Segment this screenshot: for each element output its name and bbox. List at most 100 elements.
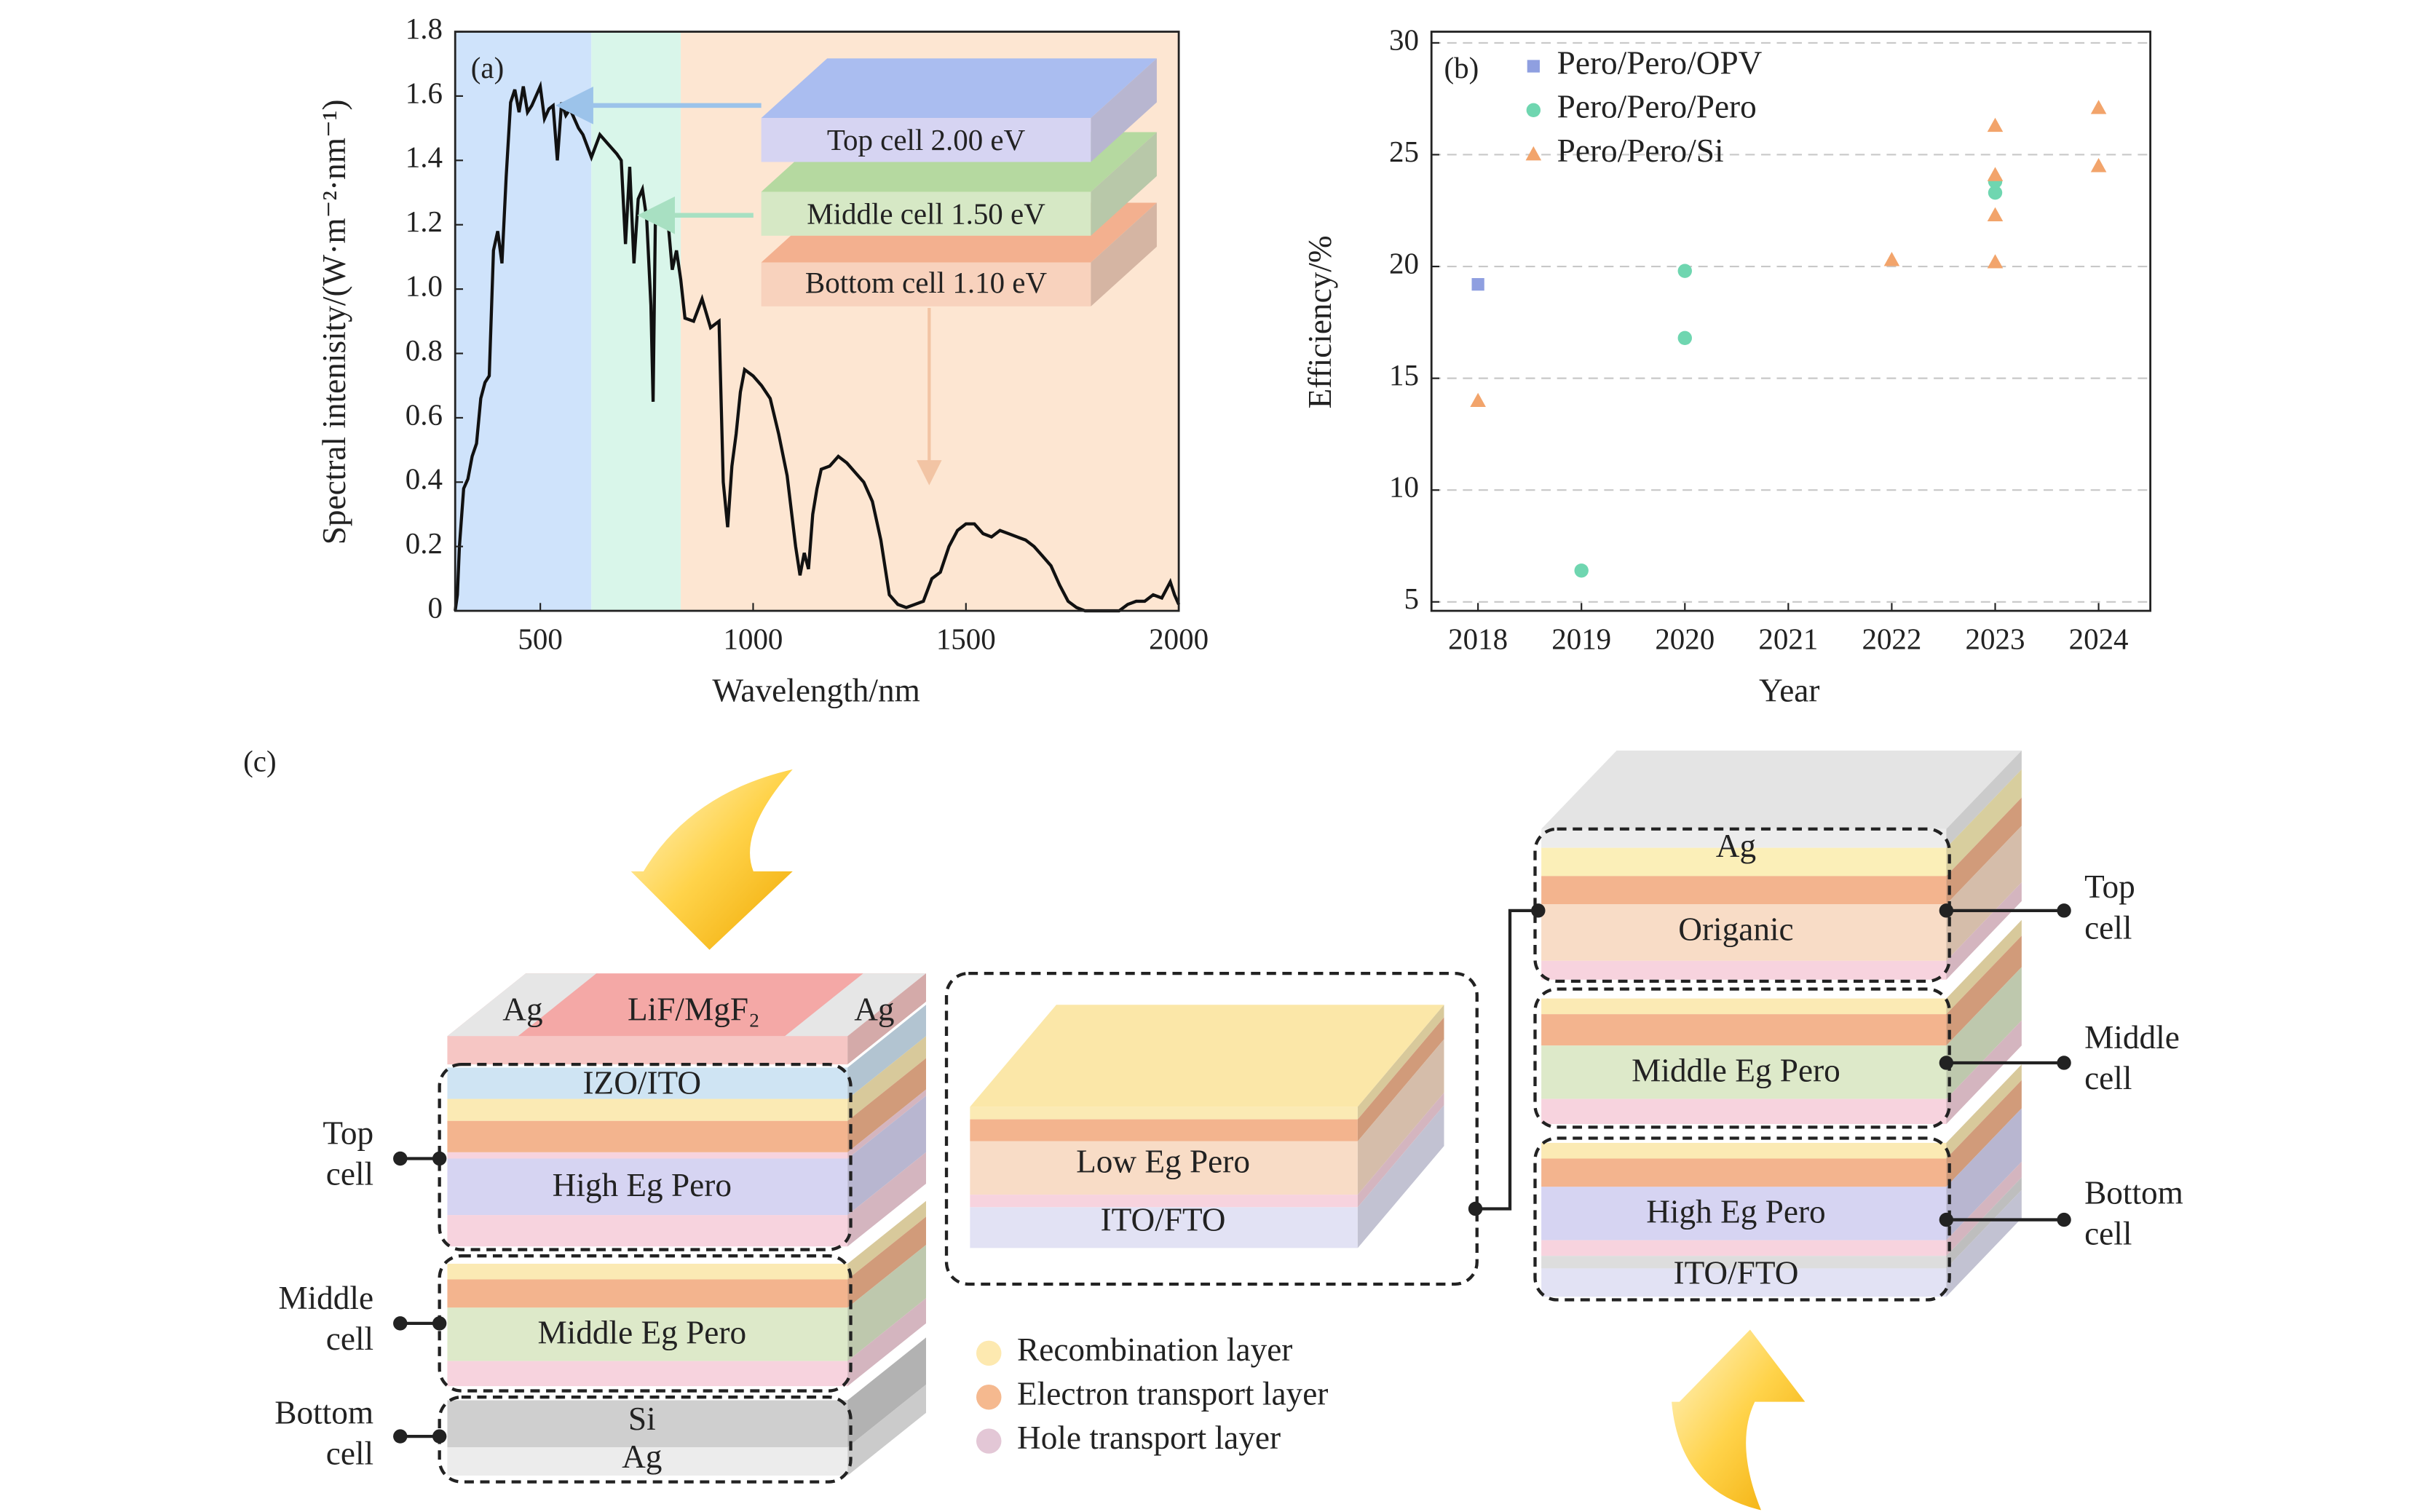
layer-side [847, 1200, 926, 1280]
layer-top [784, 973, 926, 1037]
layer-side [847, 1245, 926, 1361]
layer-side [847, 1089, 926, 1159]
layer [447, 1120, 848, 1152]
y-tick-label: 25 [1389, 135, 1419, 168]
layer [1541, 1268, 1947, 1297]
plot-frame [454, 31, 1180, 612]
diagram-label: Ag [854, 991, 894, 1027]
layer-top [761, 58, 1157, 119]
x-axis-title: Wavelength/nm [712, 673, 920, 709]
layer-side [1357, 1105, 1444, 1248]
diagram-label: IZO/ITO [582, 1065, 701, 1101]
layer-side [847, 1036, 926, 1121]
panel-label: (b) [1444, 51, 1479, 84]
layer-side [1946, 1080, 2022, 1187]
connector-dot [2057, 903, 2071, 918]
diagram-label: Middle [2084, 1019, 2180, 1056]
cell-outline [944, 971, 1479, 1286]
plate-label: Middle cell 1.50 eV [807, 197, 1045, 230]
layer [761, 191, 1091, 236]
connector [1475, 909, 1538, 1211]
diagram-label: cell [326, 1321, 373, 1357]
diagram-label: Middle Eg Pero [537, 1315, 746, 1351]
plate-label: Bottom cell 1.10 eV [805, 266, 1048, 299]
layer [1541, 1240, 1947, 1256]
layer-side [847, 1152, 926, 1247]
layer-side [1946, 919, 2022, 1015]
panel-label: (c) [243, 745, 276, 778]
layer-side [847, 1298, 926, 1387]
legend-label: Pero/Pero/Si [1557, 132, 1724, 169]
diagram-label: Top [2084, 868, 2135, 905]
diagram-label: Low Eg Pero [1076, 1144, 1250, 1180]
layer [447, 1447, 848, 1476]
diagram-label: Ag [622, 1438, 662, 1475]
diagram-label: Si [628, 1401, 656, 1437]
point [1471, 278, 1484, 291]
layer-side [1946, 797, 2022, 905]
legend-label: Pero/Pero/Pero [1557, 89, 1757, 125]
diagram-label: Bottom [274, 1394, 373, 1430]
diagram-label: cell [326, 1156, 373, 1192]
point [1988, 185, 2003, 200]
connector-dot [432, 1151, 447, 1166]
layer-side [1091, 58, 1157, 162]
point [1883, 252, 1900, 266]
layer-side [847, 1096, 926, 1216]
layer [447, 1361, 848, 1387]
layer [761, 118, 1091, 162]
y-tick-label: 0.2 [406, 526, 443, 560]
connector-dot [2057, 1056, 2071, 1070]
diagram-label: Ag [1716, 828, 1756, 864]
y-tick-label: 1.8 [406, 12, 443, 45]
layer-side [1946, 826, 2022, 961]
connector-dot [393, 1316, 408, 1331]
layer [1541, 876, 1947, 905]
point [1574, 563, 1589, 578]
connector-dot [1531, 903, 1546, 918]
point [2090, 100, 2107, 114]
point [1677, 330, 1692, 346]
layer [1541, 1142, 1947, 1159]
layer-side [847, 1058, 926, 1152]
y-tick-label: 5 [1404, 582, 1418, 615]
layer-side [1946, 935, 2022, 1046]
y-axis-title: Spectral intenisity/(W·m⁻²·nm⁻¹) [316, 100, 352, 545]
connector-dot [1939, 1056, 1954, 1070]
diagram-label: cell [2084, 1060, 2132, 1096]
y-tick-label: 20 [1389, 246, 1419, 280]
layer-side [1946, 1064, 2022, 1159]
layer [447, 1158, 848, 1216]
x-tick-label: 2019 [1551, 622, 1611, 656]
x-tick-label: 2023 [1966, 622, 2025, 656]
x-tick-label: 1500 [936, 622, 996, 656]
layer [1541, 828, 1947, 848]
layer-side [1091, 202, 1157, 306]
point [1987, 254, 2004, 269]
layer [1541, 1099, 1947, 1125]
layer-top [447, 973, 597, 1037]
y-tick-label: 0.4 [406, 462, 443, 496]
layer [1541, 1256, 1947, 1269]
x-tick-label: 2024 [2069, 622, 2129, 656]
point [2090, 158, 2107, 173]
layer-side [1357, 1092, 1444, 1208]
y-tick-label: 15 [1389, 358, 1419, 392]
layer [1541, 1187, 1947, 1240]
layer [447, 1279, 848, 1308]
layer [970, 1141, 1358, 1195]
legend-marker [1526, 103, 1541, 118]
curved-arrow [1672, 1329, 1806, 1511]
layer-side [847, 1005, 926, 1099]
layer-side [1357, 1017, 1444, 1141]
diagram-label: High Eg Pero [553, 1167, 732, 1203]
layer-top [970, 1005, 1444, 1107]
layer [447, 1152, 848, 1159]
diagram-label: cell [2084, 909, 2132, 946]
layer [1541, 960, 1947, 980]
y-tick-label: 30 [1389, 23, 1419, 56]
x-tick-label: 500 [518, 622, 562, 656]
panel-label: (a) [471, 51, 504, 84]
layer-side [1946, 882, 2022, 980]
